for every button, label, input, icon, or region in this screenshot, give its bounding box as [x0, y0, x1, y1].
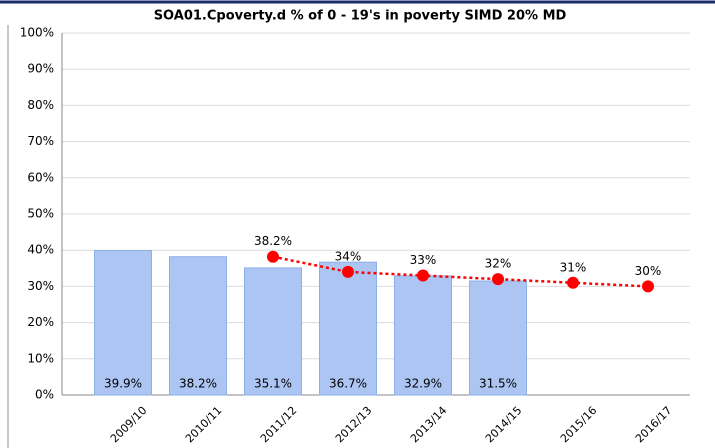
- trend-point: [642, 280, 654, 293]
- y-tick-label: 20%: [27, 315, 54, 329]
- chart-title: SOA01.Cpoverty.d % of 0 - 19's in povert…: [154, 9, 567, 24]
- bar: [169, 256, 227, 396]
- y-tick-label: 60%: [27, 170, 54, 184]
- trend-point: [267, 250, 279, 263]
- point-value-label: 38.2%: [254, 234, 292, 248]
- point-value-label: 34%: [335, 249, 362, 263]
- bar-value-label: 32.9%: [404, 377, 442, 391]
- y-tick-label: 40%: [27, 243, 54, 257]
- bar-value-label: 36.7%: [329, 377, 367, 391]
- bar-value-label: 35.1%: [254, 377, 292, 391]
- bar: [94, 250, 152, 396]
- trend-point: [342, 265, 354, 278]
- bar: [394, 275, 452, 396]
- y-tick-label: 0%: [35, 388, 54, 402]
- trend-point: [417, 269, 429, 282]
- trend-line: [272, 255, 649, 288]
- y-tick-label: 70%: [27, 134, 54, 148]
- bar-value-label: 31.5%: [479, 377, 517, 391]
- point-value-label: 32%: [485, 257, 512, 271]
- y-tick-label: 100%: [20, 26, 54, 40]
- bar: [244, 267, 302, 396]
- point-value-label: 31%: [560, 260, 587, 274]
- point-value-label: 30%: [635, 264, 662, 278]
- y-tick-label: 10%: [27, 351, 54, 365]
- y-tick-label: 30%: [27, 279, 54, 293]
- trend-point: [567, 276, 579, 289]
- bar: [319, 261, 377, 396]
- bar: [469, 280, 527, 396]
- y-tick-label: 90%: [27, 62, 54, 76]
- point-value-label: 33%: [410, 253, 437, 267]
- trend-point: [492, 273, 504, 286]
- bar-value-label: 39.9%: [104, 377, 142, 391]
- y-tick-label: 50%: [27, 207, 54, 221]
- bar-value-label: 38.2%: [179, 377, 217, 391]
- y-tick-label: 80%: [27, 98, 54, 112]
